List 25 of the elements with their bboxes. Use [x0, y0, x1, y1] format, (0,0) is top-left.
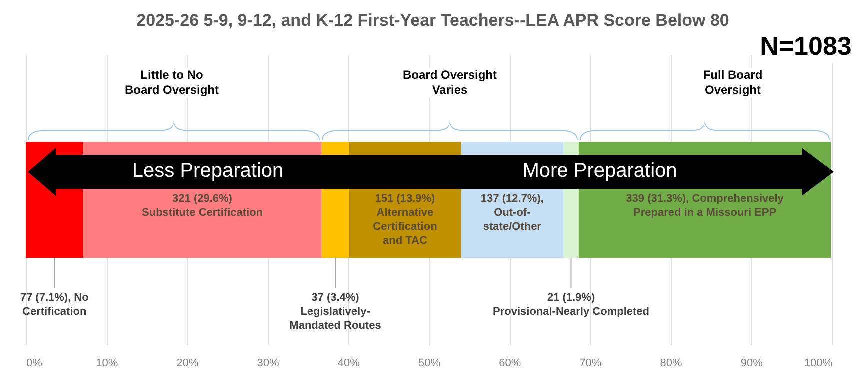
data-label: 151 (13.9%) Alternative Certification and TAC: [373, 193, 438, 247]
x-tick-label: 20%: [176, 358, 199, 370]
x-tick-label: 100%: [804, 358, 833, 370]
x-tick-label: 30%: [257, 358, 280, 370]
chart-title: 2025-26 5-9, 9-12, and K-12 First-Year Teachers--LEA APR Score Below 80: [136, 10, 730, 32]
data-label: 137 (12.7%), Out-of- state/Other: [480, 193, 544, 233]
annotation: N=1083: [760, 30, 852, 63]
x-tick-label: 70%: [580, 358, 602, 370]
data-label: 339 (31.3%), Comprehensively Prepared in a Missouri EPP: [626, 193, 785, 219]
annotation: Full Board Oversight: [703, 68, 763, 98]
x-tick-label: 90%: [740, 358, 764, 370]
x-tick-label: 0%: [26, 358, 43, 370]
data-label: 21 (1.9%) Provisional-Nearly Completed: [493, 292, 650, 318]
x-tick-label: 40%: [338, 358, 360, 370]
annotation: Less Preparation: [132, 159, 284, 184]
data-label: 321 (29.6%) Substitute Certification: [142, 193, 264, 219]
x-tick-label: 80%: [660, 358, 683, 370]
annotation: More Preparation: [522, 159, 678, 184]
x-tick-label: 50%: [418, 358, 441, 370]
annotation: Little to No Board Oversight: [124, 68, 220, 98]
annotation: Board Oversight Varies: [402, 68, 498, 98]
data-label: 37 (3.4%) Legislatively- Mandated Routes: [290, 292, 382, 332]
data-label: 77 (7.1%), No Certification: [20, 292, 90, 318]
x-tick-label: 10%: [96, 358, 118, 370]
x-tick-label: 60%: [499, 358, 522, 370]
